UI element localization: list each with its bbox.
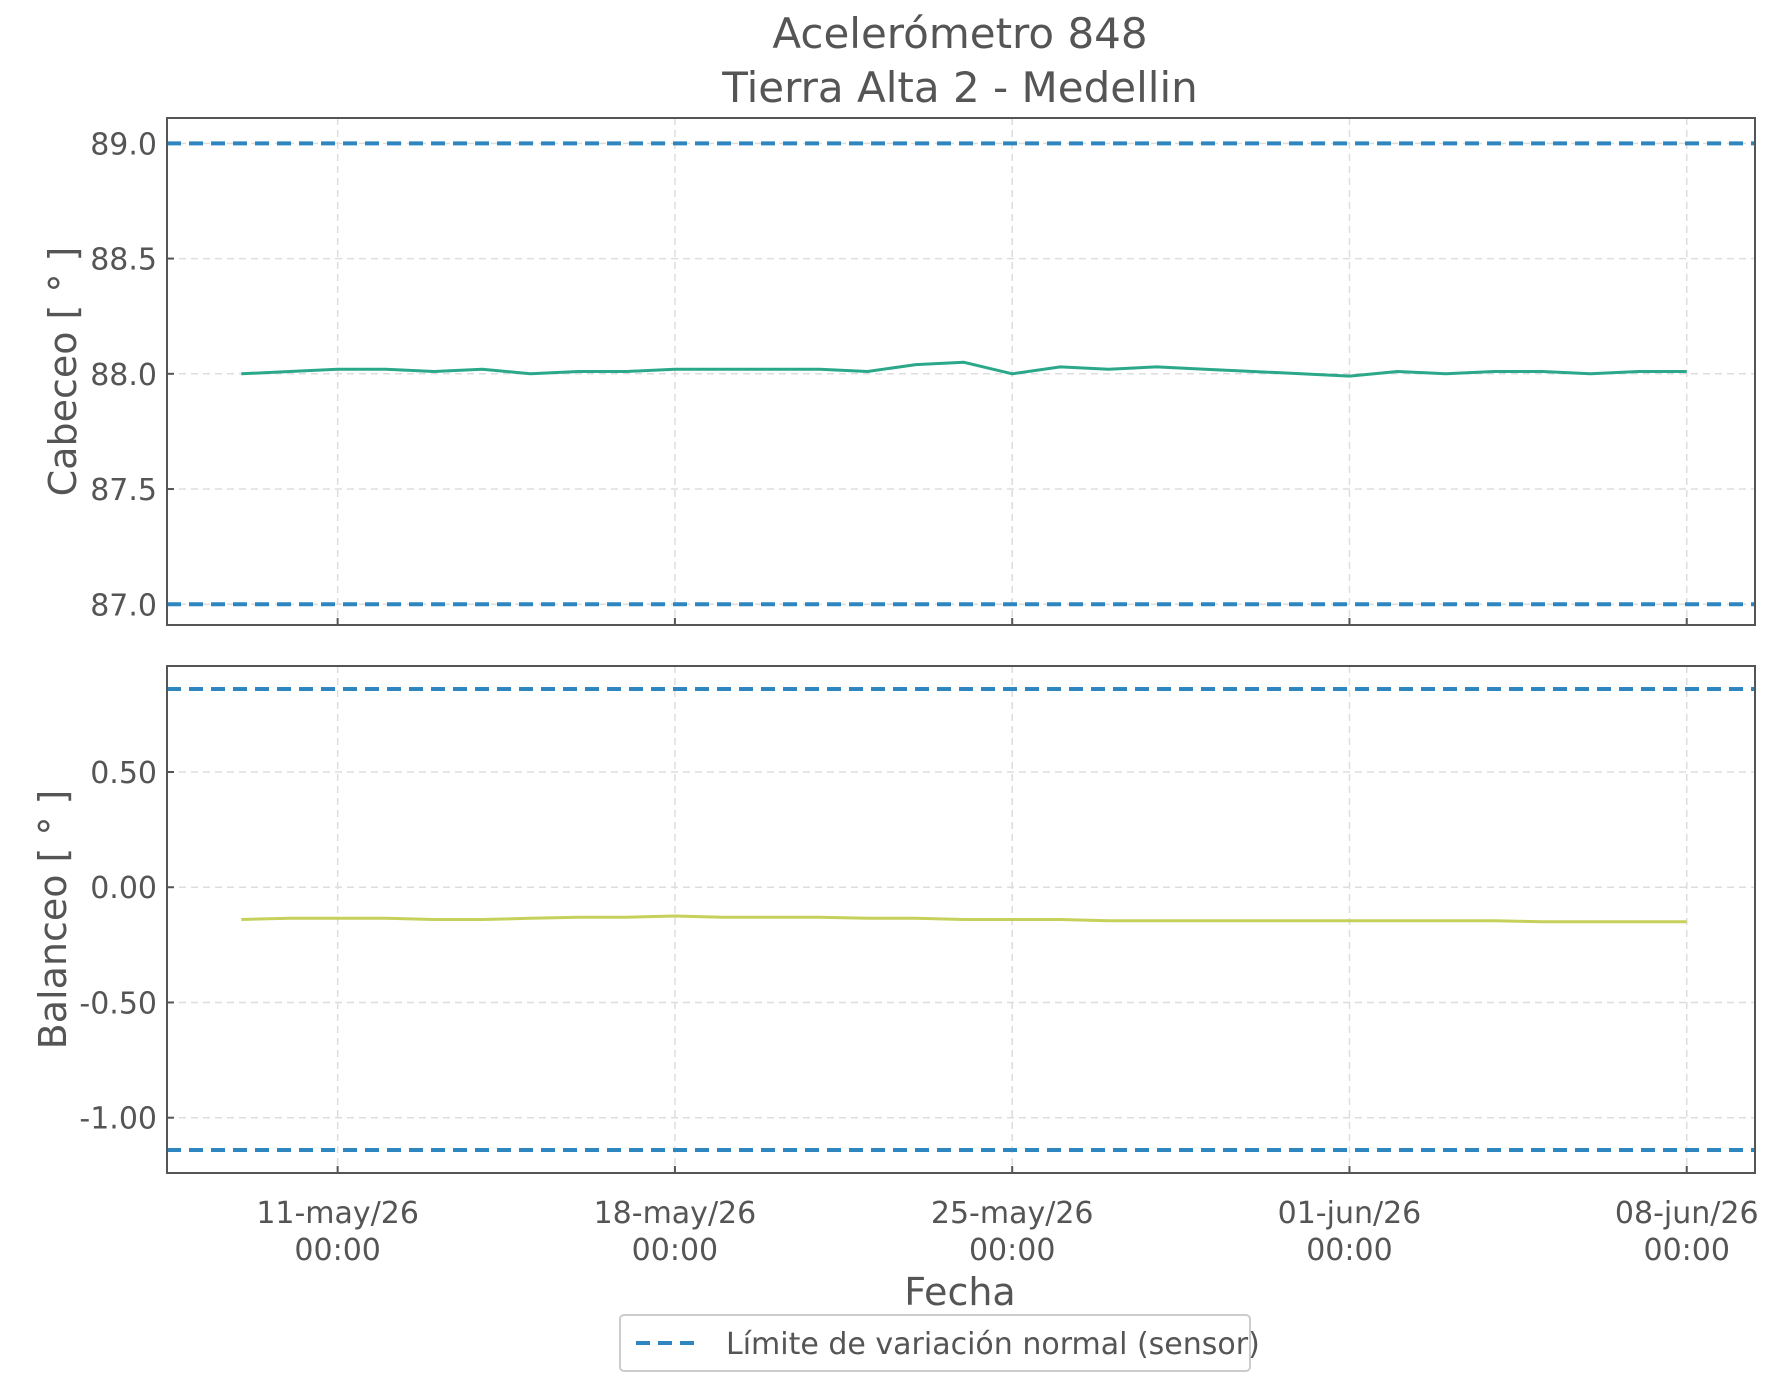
x-axis-label: Fecha: [904, 1270, 1015, 1314]
x-tick-label: 01-jun/26: [1278, 1196, 1422, 1231]
plot-frame: [166, 117, 1756, 626]
y-tick-label: -1.00: [79, 1102, 157, 1137]
y-tick-label: -0.50: [79, 986, 157, 1021]
chart-subtitle: Tierra Alta 2 - Medellin: [721, 63, 1198, 112]
x-tick-label-time: 00:00: [969, 1233, 1055, 1268]
x-tick-label: 08-jun/26: [1615, 1196, 1759, 1231]
plot-frame: [166, 665, 1756, 1174]
x-tick-label-time: 00:00: [1644, 1233, 1730, 1268]
x-axis-ticks: 11-may/2600:0018-may/2600:0025-may/2600:…: [256, 1196, 1758, 1268]
legend-box: [619, 1314, 1251, 1372]
chart-title: Acelerómetro 848: [772, 9, 1147, 58]
y-axis-label: Balanceo [ ° ]: [31, 790, 75, 1050]
y-tick-label: 88.0: [90, 358, 157, 393]
y-tick-label: 88.5: [90, 243, 157, 278]
balanceo-panel: -1.00 -0.50 0.00 0.50 Balanceo [ ° ]: [31, 665, 1756, 1174]
x-tick-label: 25-may/26: [931, 1196, 1094, 1231]
y-tick-label: 87.0: [90, 588, 157, 623]
y-tick-label: 89.0: [90, 127, 157, 162]
x-tick-label-time: 00:00: [632, 1233, 718, 1268]
legend: Límite de variación normal (sensor): [619, 1314, 1260, 1372]
x-tick-label-time: 00:00: [1306, 1233, 1392, 1268]
x-tick-label: 18-may/26: [594, 1196, 757, 1231]
series-line: [241, 914, 1687, 924]
y-tick-label: 0.50: [90, 756, 157, 791]
legend-label: Límite de variación normal (sensor): [726, 1327, 1260, 1362]
series-line: [241, 360, 1687, 378]
x-tick-label: 11-may/26: [256, 1196, 419, 1231]
cabeceo-panel: 87.0 87.5 88.0 88.5 89.0 Cabeceo [ ° ]: [41, 117, 1756, 626]
x-tick-label-time: 00:00: [294, 1233, 380, 1268]
y-axis-label: Cabeceo [ ° ]: [41, 247, 85, 497]
y-tick-label: 0.00: [90, 871, 157, 906]
y-tick-label: 87.5: [90, 473, 157, 508]
